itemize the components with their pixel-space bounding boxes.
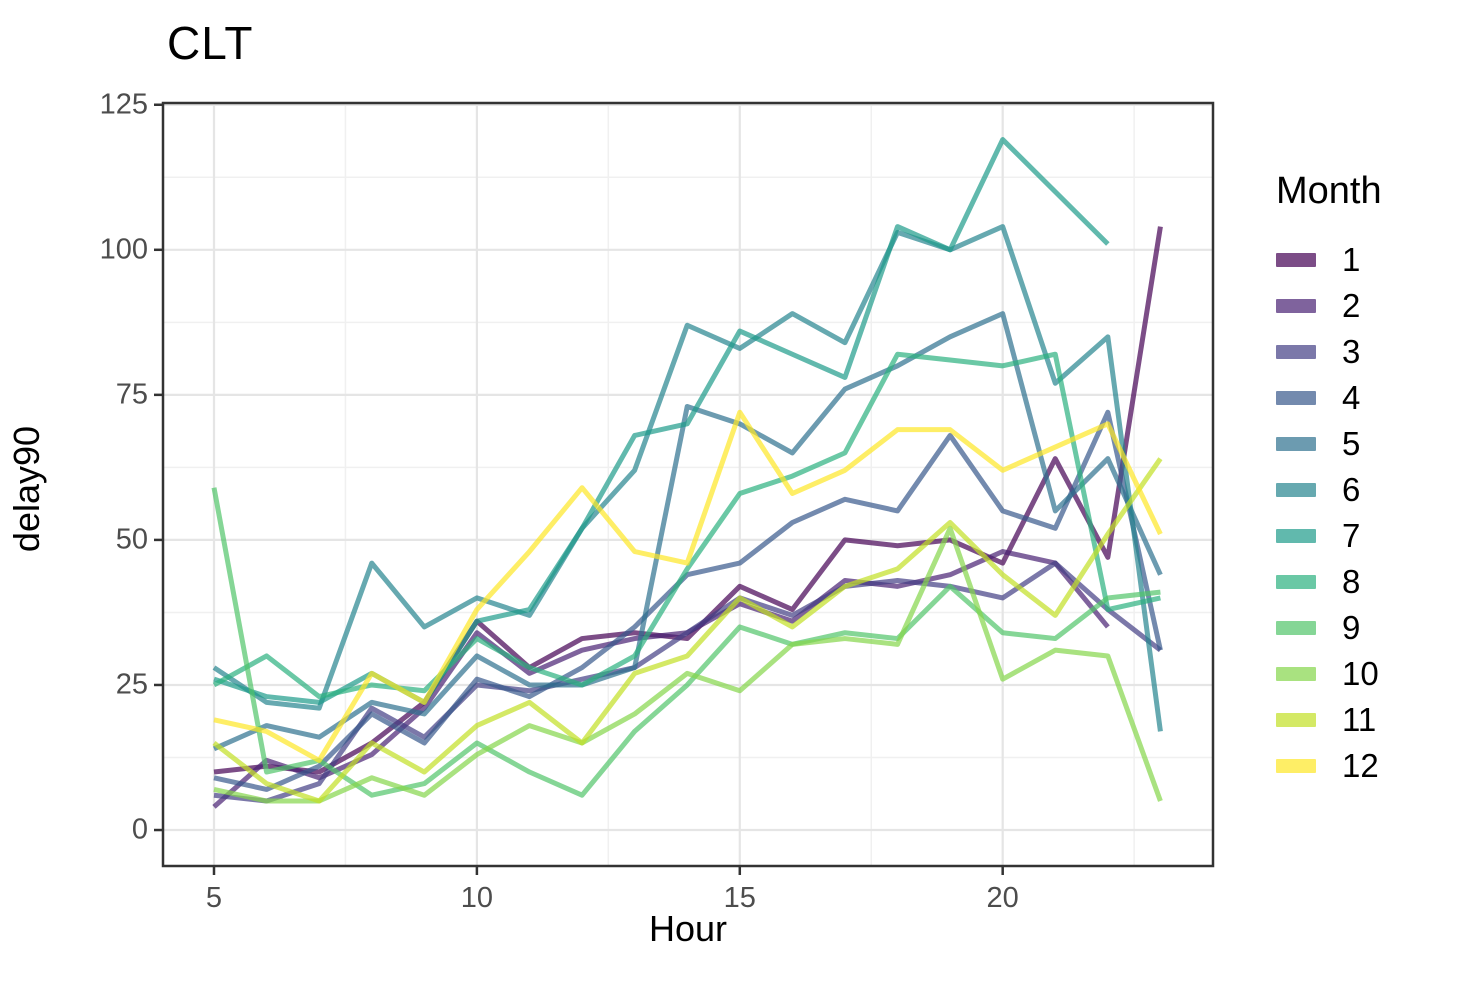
legend-item-label: 3: [1342, 333, 1361, 370]
x-tick-label-10: 10: [460, 882, 494, 914]
series-lines: [211, 137, 1163, 809]
legend-item-label: 5: [1342, 425, 1361, 462]
legend-item-label: 7: [1342, 517, 1361, 554]
legend-item-month-12: 12: [1276, 743, 1382, 789]
series-line-month-8: [212, 351, 1161, 700]
x-tick-label-20: 20: [986, 882, 1019, 914]
legend-item-label: 4: [1342, 379, 1361, 416]
legend-item-label: 1: [1342, 241, 1361, 278]
legend-item-label: 2: [1342, 287, 1361, 324]
legend-item-month-7: 7: [1276, 513, 1382, 559]
series-line-month-2: [212, 549, 1110, 809]
series-line-month-12: [213, 409, 1163, 763]
legend-key-swatch: [1276, 253, 1316, 267]
legend: Month 1 2 3 4 5 6 7: [1276, 170, 1382, 789]
series-line-month-5: [212, 311, 1163, 752]
legend-item-label: 9: [1342, 609, 1361, 646]
legend-key-swatch: [1276, 299, 1316, 313]
legend-item-label: 12: [1342, 747, 1379, 784]
y-tick-label-25: 25: [115, 668, 148, 701]
legend-key-swatch: [1276, 713, 1316, 727]
legend-item-month-4: 4: [1276, 375, 1382, 421]
series-line-month-3: [213, 560, 1162, 804]
x-tick-label-15: 15: [723, 882, 756, 914]
y-tick-label-100: 100: [99, 233, 148, 266]
legend-key-swatch: [1276, 437, 1316, 451]
series-line-month-9: [211, 487, 1161, 798]
series-line-month-4: [213, 409, 1163, 792]
series-line-month-6: [212, 224, 1163, 732]
legend-item-month-1: 1: [1276, 237, 1382, 283]
legend-item-label: 6: [1342, 471, 1361, 508]
major-gridlines: [163, 103, 1213, 866]
series-line-month-7: [213, 137, 1110, 705]
y-axis-title: delay90: [6, 425, 47, 553]
legend-item-month-10: 10: [1276, 651, 1382, 697]
legend-item-month-5: 5: [1276, 421, 1382, 467]
legend-item-label: 8: [1342, 563, 1361, 600]
legend-title: Month: [1276, 170, 1382, 212]
legend-item-month-6: 6: [1276, 467, 1382, 513]
legend-key-swatch: [1276, 621, 1316, 635]
y-tick-label-75: 75: [115, 378, 148, 411]
chart-title: CLT: [167, 17, 254, 69]
legend-key-swatch: [1276, 529, 1316, 543]
x-axis-title: Hour: [648, 908, 728, 949]
legend-item-month-9: 9: [1276, 605, 1382, 651]
legend-item-label: 11: [1342, 701, 1377, 738]
x-tick-label-5: 5: [205, 882, 223, 914]
legend-item-month-2: 2: [1276, 283, 1382, 329]
panel-border: [161, 101, 1215, 868]
legend-key-swatch: [1276, 667, 1316, 681]
legend-item-month-8: 8: [1276, 559, 1382, 605]
legend-key-swatch: [1276, 575, 1316, 589]
series-line-month-11: [212, 457, 1163, 804]
legend-key-swatch: [1276, 759, 1316, 773]
legend-key-swatch: [1276, 345, 1316, 359]
legend-item-month-11: 11: [1276, 697, 1382, 743]
legend-item-label: 10: [1342, 655, 1379, 692]
y-tick-label-50: 50: [115, 523, 148, 556]
y-tick-label-0: 0: [131, 813, 148, 846]
legend-items: 1 2 3 4 5 6 7 8: [1276, 237, 1382, 789]
minor-gridlines: [163, 103, 1213, 866]
legend-item-month-3: 3: [1276, 329, 1382, 375]
legend-key-swatch: [1276, 483, 1316, 497]
series-line-month-10: [213, 525, 1163, 804]
y-tick-label-125: 125: [99, 88, 148, 121]
legend-key-swatch: [1276, 391, 1316, 405]
axis-tick-marks: [154, 103, 1004, 875]
